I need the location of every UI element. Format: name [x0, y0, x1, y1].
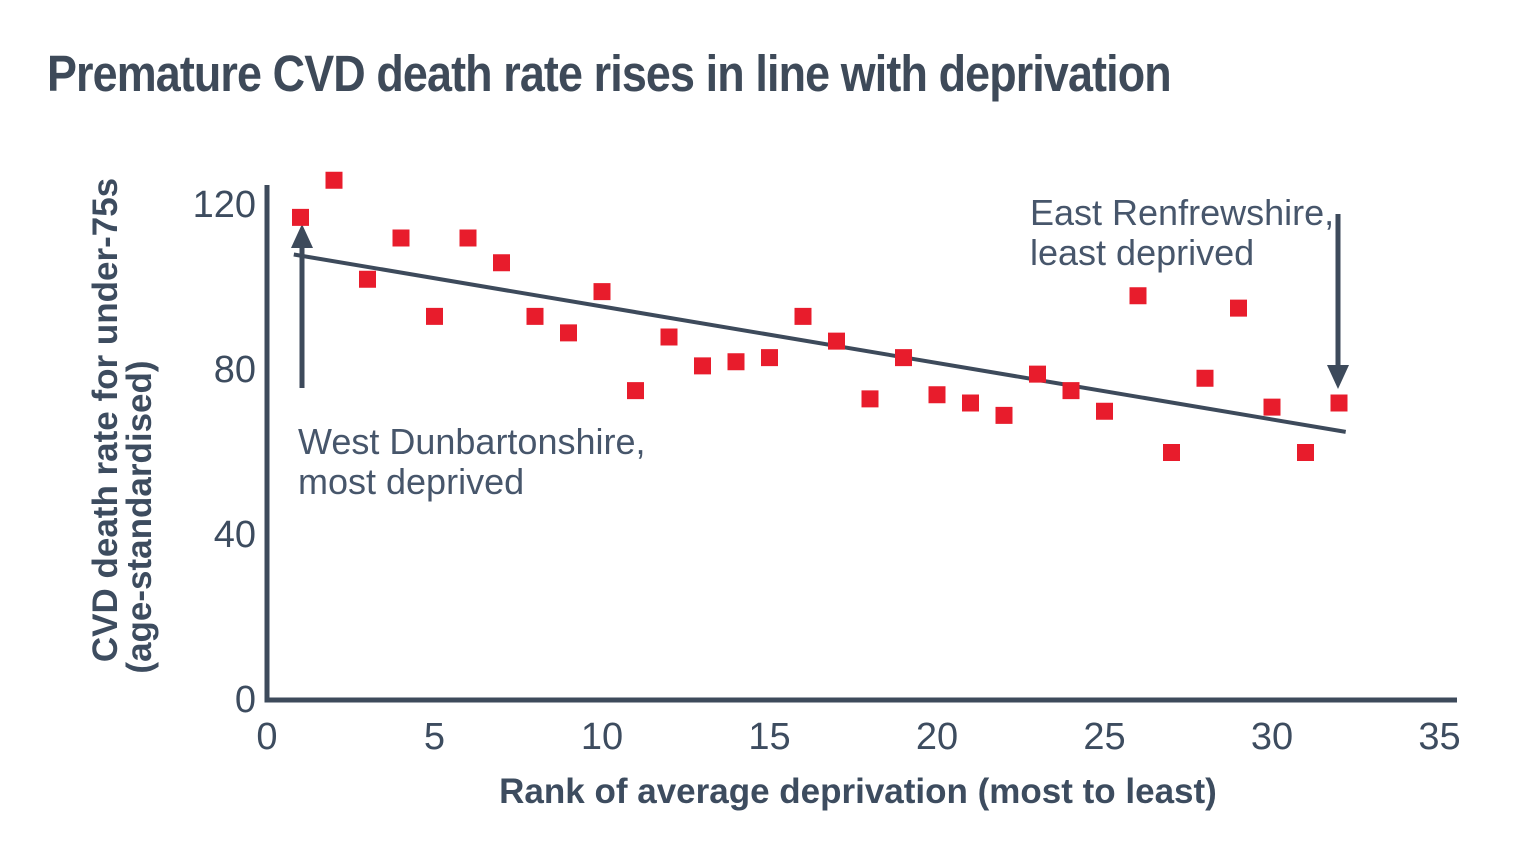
data-points [292, 171, 1348, 461]
x-tick-label: 15 [748, 716, 791, 758]
data-point [359, 270, 376, 288]
data-point [895, 349, 912, 367]
data-point [1163, 444, 1180, 461]
data-point [1029, 365, 1046, 383]
y-tick-label: 120 [192, 184, 256, 226]
data-point [292, 208, 309, 226]
x-tick-label: 20 [915, 716, 959, 758]
x-tick-label: 0 [256, 716, 278, 758]
annotation-west-line2: most deprived [298, 461, 525, 502]
data-point [828, 332, 845, 350]
data-point [426, 307, 443, 325]
chart-title: Premature CVD death rate rises in line w… [47, 45, 1172, 102]
data-point [1062, 382, 1080, 400]
annotation-east-line2: least deprived [1030, 232, 1255, 273]
data-point [560, 324, 577, 342]
annotation-west-dunbartonshire: West Dunbartonshire, most deprived [298, 422, 646, 502]
data-point [325, 171, 343, 189]
west-dunbartonshire-arrow-icon [291, 224, 313, 388]
east-renfrewshire-arrow-icon [1327, 214, 1349, 389]
x-tick-label: 5 [423, 716, 446, 758]
data-point [660, 328, 678, 346]
data-point [727, 353, 745, 371]
trend-line [293, 252, 1347, 434]
data-point [493, 254, 510, 272]
data-point [1297, 444, 1314, 461]
data-point [526, 307, 544, 325]
x-tick-label: 35 [1418, 716, 1461, 758]
axis-lines [264, 185, 1457, 703]
annotation-east-line1: East Renfrewshire, [1030, 192, 1335, 233]
data-point [794, 307, 812, 325]
data-point [928, 386, 946, 404]
data-point [627, 382, 644, 400]
data-point [459, 229, 477, 247]
data-point [962, 394, 979, 412]
data-point [861, 390, 879, 408]
data-point [392, 229, 410, 247]
x-tick-label: 10 [580, 716, 624, 758]
data-point [1096, 402, 1113, 420]
data-point [1230, 299, 1247, 317]
data-point [1330, 394, 1348, 412]
data-point [1196, 369, 1214, 387]
data-point [694, 357, 711, 375]
data-point [1129, 287, 1147, 305]
x-axis-title: Rank of average deprivation (most to lea… [499, 772, 1217, 811]
y-tick-label: 40 [213, 514, 256, 556]
data-point [995, 406, 1013, 424]
x-tick-label: 30 [1250, 716, 1294, 758]
data-point [593, 283, 611, 301]
x-tick-label: 25 [1083, 716, 1126, 758]
data-point [761, 349, 778, 367]
y-tick-label: 0 [234, 679, 256, 721]
annotation-east-renfrewshire: East Renfrewshire, least deprived [1030, 193, 1334, 273]
data-point [1263, 398, 1281, 416]
annotation-west-line1: West Dunbartonshire, [298, 421, 646, 462]
y-tick-label: 80 [213, 349, 256, 391]
